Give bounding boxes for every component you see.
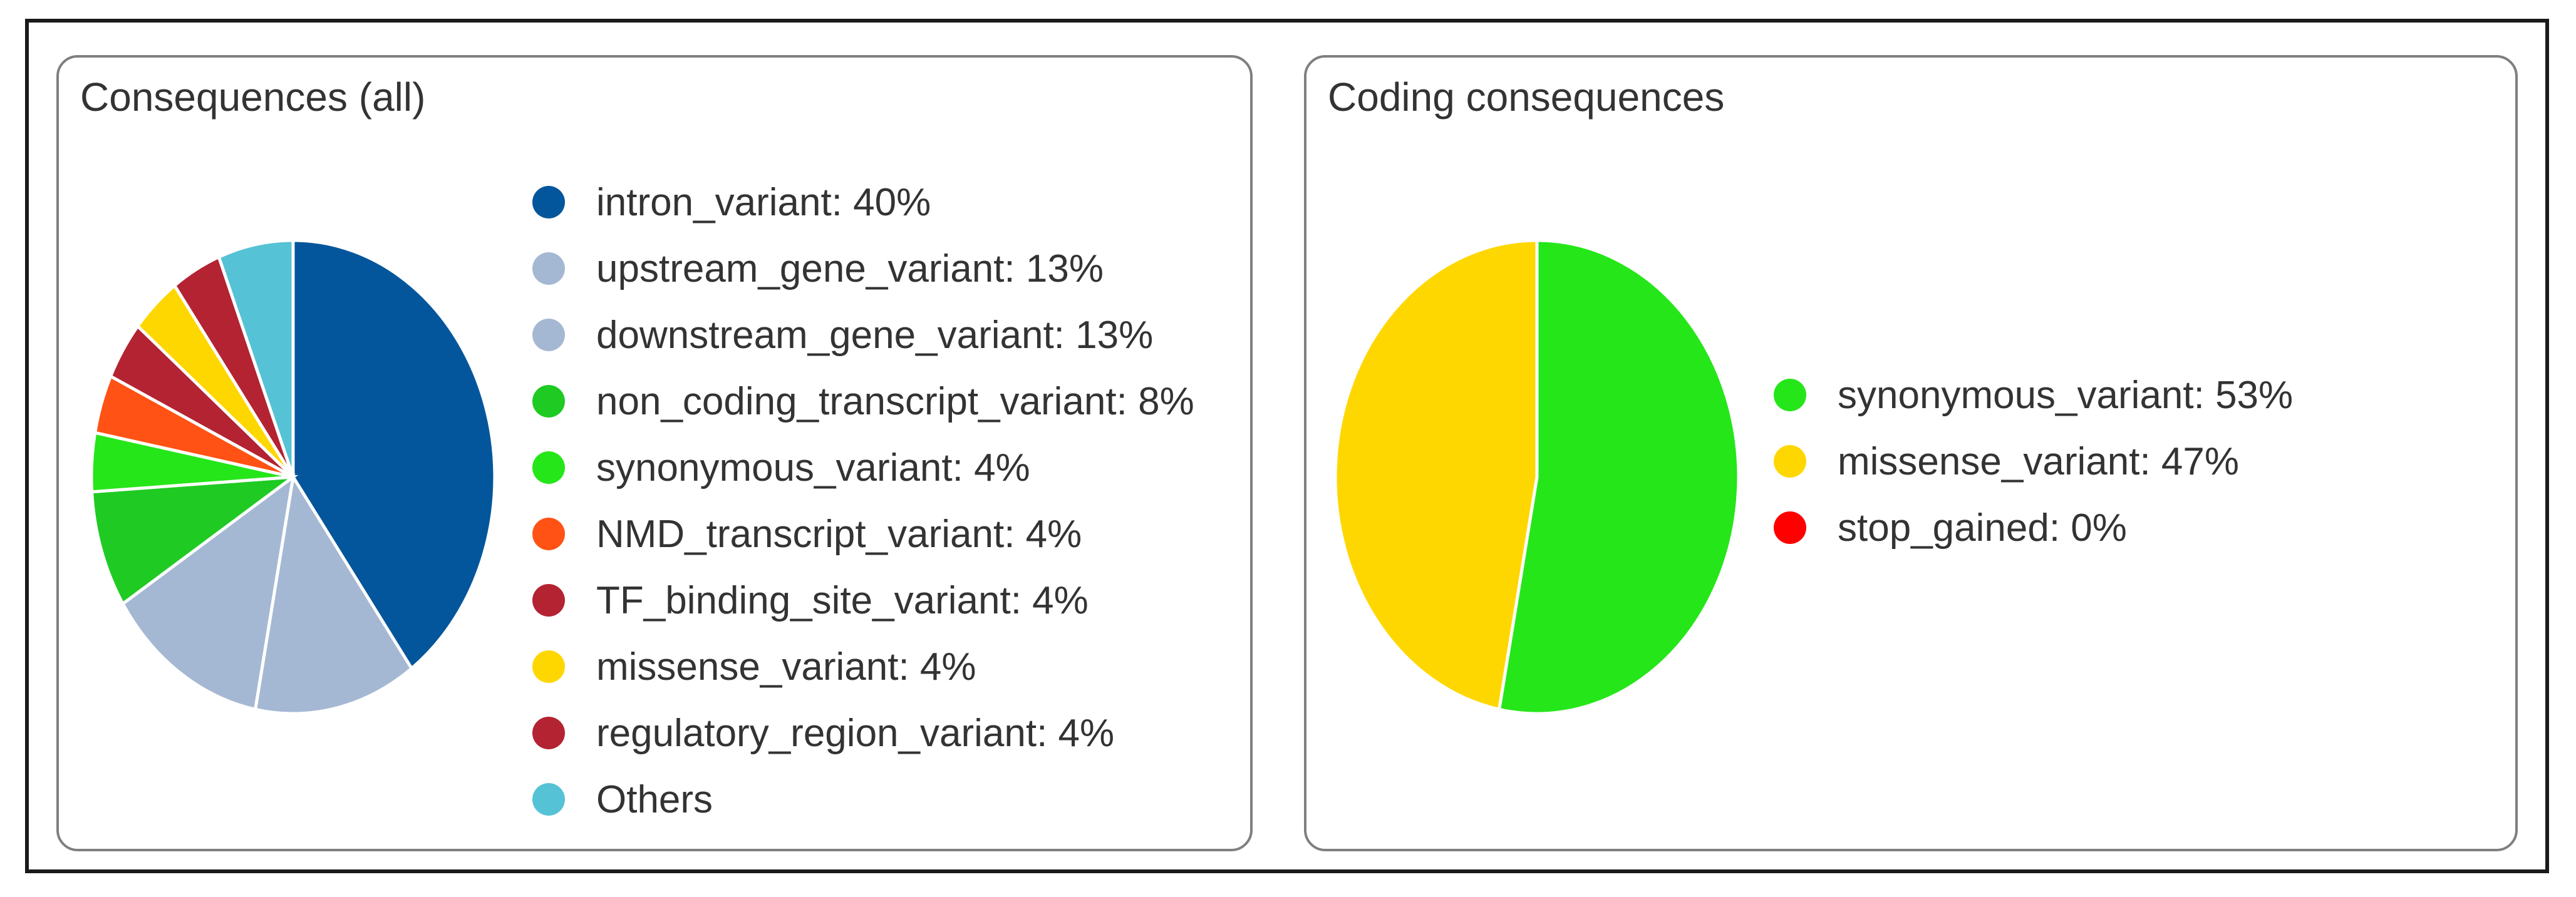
legend-marker [532,319,565,351]
consequences-all-pie [90,238,497,715]
figure-frame: Consequences (all) intron_variant: 40% up… [25,19,2549,873]
legend-item-synonymous-variant[interactable]: synonymous_variant: 53% [1774,362,2293,428]
legend-item-stop-gained[interactable]: stop_gained: 0% [1774,495,2293,561]
legend-label: NMD_transcript_variant: 4% [596,512,1082,556]
legend-marker [1774,511,1806,544]
legend-item-non-coding-transcript-variant[interactable]: non_coding_transcript_variant: 8% [532,368,1194,434]
legend-label: intron_variant: 40% [596,180,931,224]
consequences-all-panel: Consequences (all) intron_variant: 40% up… [56,55,1253,851]
panel-title: Coding consequences [1328,74,1725,120]
panel-title: Consequences (all) [80,74,426,120]
consequences-all-legend: intron_variant: 40% upstream_gene_variant… [532,169,1194,833]
legend-marker [532,385,565,418]
legend-item-intron-variant[interactable]: intron_variant: 40% [532,169,1194,235]
legend-item-upstream-gene-variant[interactable]: upstream_gene_variant: 13% [532,235,1194,302]
pie-slice-downstream-gene-variant[interactable] [120,473,296,712]
pie-slice-upstream-gene-variant[interactable] [253,472,414,715]
legend-label: synonymous_variant: 53% [1838,373,2294,417]
legend-item-synonymous-variant[interactable]: synonymous_variant: 4% [532,434,1194,501]
legend-marker [532,783,565,816]
legend-label: non_coding_transcript_variant: 8% [596,379,1194,423]
legend-item-missense-variant[interactable]: missense_variant: 4% [532,633,1194,700]
legend-item-missense-variant[interactable]: missense_variant: 47% [1774,428,2293,495]
legend-label: TF_binding_site_variant: 4% [596,578,1089,622]
legend-marker [532,650,565,683]
legend-item-regulatory-region-variant[interactable]: regulatory_region_variant: 4% [532,700,1194,766]
legend-label: upstream_gene_variant: 13% [596,247,1104,290]
legend-label: Others [596,777,713,821]
legend-marker [1774,379,1806,411]
legend-marker [532,518,565,550]
legend-item-tf-binding-site-variant[interactable]: TF_binding_site_variant: 4% [532,567,1194,633]
legend-label: regulatory_region_variant: 4% [596,711,1115,755]
coding-consequences-legend: synonymous_variant: 53% missense_variant:… [1774,362,2293,561]
pie-slice-synonymous-variant[interactable] [1497,238,1741,715]
legend-marker [532,451,565,484]
legend-marker [532,252,565,285]
coding-consequences-panel: Coding consequences synonymous_variant: … [1304,55,2518,851]
legend-label: missense_variant: 4% [596,645,976,689]
legend-label: missense_variant: 47% [1838,439,2239,483]
legend-marker [532,584,565,617]
legend-marker [532,186,565,218]
pie-slice-intron-variant[interactable] [291,238,497,671]
legend-label: downstream_gene_variant: 13% [596,313,1154,357]
legend-label: synonymous_variant: 4% [596,446,1030,490]
legend-item-nmd-transcript-variant[interactable]: NMD_transcript_variant: 4% [532,501,1194,567]
legend-item-others[interactable]: Others [532,766,1194,833]
legend-label: stop_gained: 0% [1838,506,2127,550]
legend-marker [532,717,565,749]
pie-slice-others[interactable] [217,238,295,478]
pie-slice-missense-variant[interactable] [1333,238,1539,712]
legend-item-downstream-gene-variant[interactable]: downstream_gene_variant: 13% [532,302,1194,368]
coding-consequences-pie [1333,238,1741,715]
pie-slice-non-coding-transcript-variant[interactable] [90,474,299,607]
legend-marker [1774,445,1806,478]
